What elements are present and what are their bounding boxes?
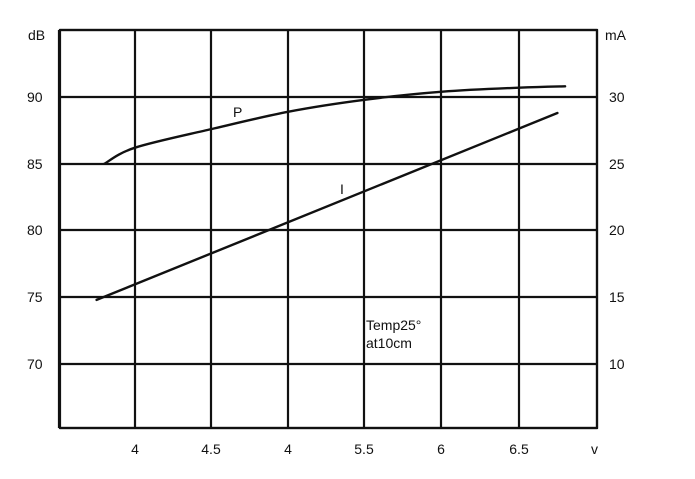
y-left-tick-label: 90: [27, 89, 43, 105]
y-right-unit-label: mA: [605, 27, 627, 43]
x-tick-label: 4: [284, 441, 292, 457]
y-right-tick-label: 30: [609, 89, 625, 105]
y-right-tick-label: 25: [609, 156, 625, 172]
series: PI: [95, 85, 567, 302]
y-right-tick-label: 15: [609, 289, 625, 305]
x-tick-label: 4: [131, 441, 139, 457]
y-left-tick-label: 70: [27, 356, 43, 372]
annotation-line-1: Temp25°: [366, 317, 421, 333]
y-left-tick-label: 75: [27, 289, 43, 305]
plot-frame: [58, 28, 599, 430]
y-right-tick-label: 10: [609, 356, 625, 372]
series-line-i: [95, 111, 559, 302]
y-left-tick-label: 85: [27, 156, 43, 172]
series-label-p: P: [233, 104, 242, 120]
y-left-tick-labels: 90 85 80 75 70: [27, 89, 43, 372]
annotation-line-2: at10cm: [366, 335, 412, 351]
y-left-tick-label: 80: [27, 222, 43, 238]
series-line-p: [103, 85, 567, 165]
series-label-i: I: [340, 181, 344, 197]
x-tick-label: 4.5: [201, 441, 221, 457]
y-right-tick-labels: 30 25 20 15 10: [609, 89, 625, 372]
grid: [57, 28, 599, 430]
x-tick-label: 6: [437, 441, 445, 457]
y-left-unit-label: dB: [28, 27, 45, 43]
x-unit-label: v: [591, 441, 598, 457]
y-right-tick-label: 20: [609, 222, 625, 238]
x-tick-label: 5.5: [354, 441, 374, 457]
x-tick-label: 6.5: [509, 441, 529, 457]
x-tick-labels: 4 4.5 4 5.5 6 6.5: [131, 441, 529, 457]
